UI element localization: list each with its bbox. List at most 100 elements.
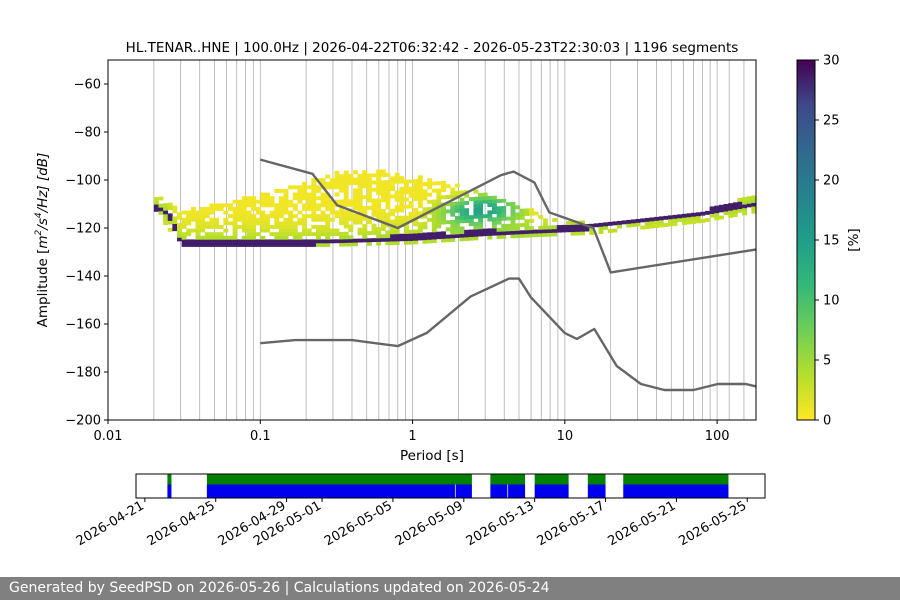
- psd-cell: [163, 210, 169, 215]
- psd-cell: [732, 205, 738, 210]
- psd-cell: [515, 212, 521, 217]
- psd-cell: [357, 173, 363, 178]
- psd-cell: [306, 207, 312, 211]
- psd-cell: [491, 202, 497, 207]
- psd-cell: [255, 217, 261, 222]
- psd-cell: [167, 202, 173, 207]
- psd-cell: [459, 204, 465, 209]
- psd-cell: [237, 243, 243, 247]
- psd-cell: [265, 203, 270, 208]
- psd-cell: [353, 181, 358, 186]
- psd-cell: [491, 228, 497, 233]
- psd-cell: [283, 199, 289, 204]
- psd-cell: [241, 221, 247, 226]
- psd-cell: [204, 235, 210, 240]
- psd-cell: [274, 232, 280, 237]
- psd-cell: [172, 220, 178, 224]
- psd-cell: [751, 202, 756, 207]
- psd-cell: [552, 225, 558, 230]
- psd-cell: [464, 233, 470, 238]
- psd-cell: [343, 195, 349, 200]
- processed-segment: [455, 484, 472, 498]
- psd-cell: [306, 243, 312, 247]
- psd-cell: [172, 223, 178, 228]
- psd-cell: [306, 196, 312, 201]
- psd-cell: [394, 241, 400, 245]
- psd-cell: [186, 239, 192, 244]
- psd-cell: [385, 187, 391, 192]
- psd-cell: [515, 226, 521, 231]
- psd-cell: [478, 232, 484, 237]
- psd-cell: [167, 227, 173, 232]
- psd-cell: [177, 237, 182, 242]
- psd-cell: [260, 192, 266, 197]
- psd-cell: [723, 207, 729, 212]
- psd-cell: [491, 231, 497, 236]
- psd-cell: [630, 223, 636, 227]
- psd-cell: [269, 203, 275, 208]
- psd-cell: [260, 196, 266, 201]
- psd-cell: [431, 210, 437, 215]
- psd-cell: [218, 232, 224, 237]
- psd-cell: [515, 230, 521, 235]
- psd-cell: [441, 213, 446, 218]
- psd-cell: [278, 214, 284, 219]
- psd-cell: [223, 217, 229, 222]
- psd-cell: [394, 230, 400, 235]
- psd-cell: [695, 212, 701, 217]
- psd-cell: [255, 207, 261, 211]
- timeline-tick-label: 2026-05-09: [393, 498, 466, 549]
- psd-cell: [575, 231, 581, 236]
- psd-cell: [742, 207, 748, 212]
- psd-cell: [478, 228, 484, 233]
- psd-cell: [464, 219, 470, 223]
- psd-cell: [487, 217, 493, 222]
- psd-cell: [417, 186, 423, 190]
- psd-cell: [403, 219, 409, 224]
- psd-cell: [635, 222, 641, 227]
- psd-cell: [278, 239, 284, 244]
- psd-cell: [214, 203, 219, 208]
- available-segment: [490, 474, 526, 485]
- psd-cell: [325, 217, 331, 222]
- psd-cell: [343, 174, 349, 179]
- psd-cell: [251, 214, 257, 219]
- psd-cell: [209, 243, 215, 247]
- psd-cell: [343, 185, 349, 189]
- psd-cell: [487, 213, 493, 218]
- psd-cell: [315, 196, 321, 201]
- psd-cell: [468, 233, 474, 238]
- psd-cell: [339, 217, 345, 222]
- psd-cell: [232, 199, 238, 204]
- psd-cell: [302, 228, 307, 233]
- psd-cell: [353, 217, 358, 222]
- psd-cell: [491, 206, 497, 211]
- psd-cell: [413, 190, 419, 194]
- psd-cell: [241, 228, 247, 233]
- psd-cell: [181, 235, 187, 240]
- psd-cell: [274, 203, 280, 208]
- psd-cell: [315, 207, 321, 211]
- psd-cell: [241, 239, 247, 244]
- psd-cell: [394, 205, 400, 209]
- psd-cell: [292, 243, 298, 247]
- psd-cell: [163, 203, 169, 208]
- psd-cell: [445, 220, 451, 225]
- psd-cell: [431, 228, 437, 233]
- psd-cell: [380, 212, 386, 217]
- psd-cell: [371, 209, 377, 214]
- psd-cell: [297, 210, 303, 215]
- psd-cell: [311, 185, 317, 190]
- psd-cell: [505, 223, 511, 228]
- psd-cell: [325, 235, 331, 240]
- psd-cell: [496, 220, 502, 225]
- psd-cell: [394, 172, 400, 177]
- psd-cell: [417, 211, 423, 216]
- psd-cell: [348, 224, 354, 229]
- psd-cell: [348, 238, 354, 243]
- psd-cell: [353, 220, 358, 225]
- psd-cell: [371, 202, 377, 207]
- psd-cell: [510, 209, 516, 214]
- psd-cell: [556, 225, 562, 229]
- psd-cell: [376, 173, 382, 178]
